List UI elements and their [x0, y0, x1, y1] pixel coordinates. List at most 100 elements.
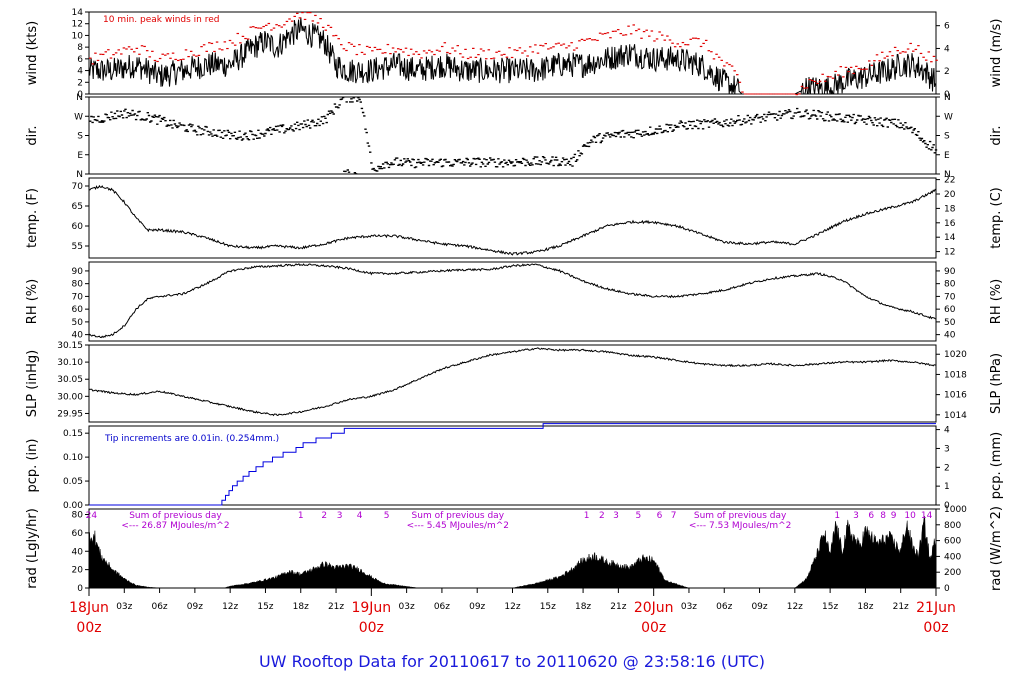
- peak-wind-mark: [484, 58, 488, 60]
- sunshine-hour-marker: 4: [357, 511, 363, 521]
- peak-wind-mark: [360, 51, 364, 54]
- peak-wind-mark: [692, 37, 695, 39]
- x-tick-label: 18z: [293, 602, 309, 612]
- panel-wind: [85, 11, 940, 96]
- peak-wind-mark: [598, 32, 602, 34]
- day-label-time: 00z: [359, 620, 384, 636]
- peak-wind-mark: [107, 49, 110, 51]
- peak-wind-mark: [352, 45, 356, 47]
- sunshine-hour-marker: 10: [904, 511, 916, 521]
- y-tick-label: 2: [77, 78, 83, 88]
- peak-wind-mark: [259, 27, 263, 29]
- peak-wind-mark: [927, 51, 931, 53]
- y2-tick-label: 70: [944, 292, 956, 302]
- peak-wind-mark: [174, 58, 177, 61]
- x-tick-label: 06z: [434, 602, 450, 612]
- y2-tick-label: 60: [944, 305, 956, 315]
- peak-wind-mark: [171, 52, 175, 54]
- peak-wind-mark: [386, 43, 390, 46]
- peak-wind-mark: [197, 54, 201, 57]
- peak-wind-mark: [795, 94, 799, 96]
- peak-wind-mark: [912, 50, 915, 52]
- peak-wind-mark: [176, 59, 180, 62]
- y-tick-label: 29.95: [57, 409, 83, 419]
- dir-series-dots: [89, 96, 938, 175]
- wind-series-line: [88, 17, 936, 95]
- peak-wind-mark: [355, 53, 359, 56]
- peak-wind-mark: [474, 56, 478, 58]
- peak-wind-mark: [497, 50, 501, 52]
- y2-tick-label: 2: [944, 67, 950, 77]
- peak-wind-mark: [407, 54, 410, 57]
- peak-wind-mark: [888, 51, 892, 53]
- y2-tick-label: 0: [944, 584, 950, 594]
- peak-wind-mark: [824, 80, 827, 82]
- peak-wind-mark: [875, 54, 879, 56]
- sunshine-hour-marker: 5: [384, 511, 390, 521]
- y-axis-label: SLP (inHg): [25, 350, 40, 418]
- panel-frame: [88, 344, 937, 423]
- peak-wind-mark: [195, 55, 198, 57]
- y2-tick-label: 50: [944, 318, 956, 328]
- peak-wind-mark: [896, 50, 899, 52]
- peak-wind-mark: [376, 48, 379, 51]
- sunshine-hour-marker: 5: [636, 511, 642, 521]
- peak-wind-mark: [151, 50, 154, 52]
- peak-wind-mark: [334, 34, 338, 37]
- peak-wind-mark: [906, 48, 910, 50]
- peak-wind-mark: [741, 91, 744, 93]
- peak-wind-mark: [847, 70, 850, 73]
- peak-wind-mark: [438, 50, 441, 52]
- peak-wind-mark: [500, 54, 504, 56]
- sunshine-hour-marker: 7: [671, 511, 677, 521]
- peak-wind-mark: [917, 45, 920, 47]
- peak-wind-mark: [655, 38, 659, 40]
- y-tick-label: 30.10: [57, 358, 83, 368]
- peak-wind-mark: [562, 43, 566, 45]
- peak-wind-mark: [451, 47, 454, 49]
- peak-wind-mark: [702, 42, 705, 45]
- y2-tick-label: 1016: [944, 391, 967, 401]
- y2-tick-label: 1000: [944, 505, 967, 515]
- peak-wind-mark: [120, 53, 123, 55]
- peak-wind-mark: [539, 44, 542, 46]
- peak-wind-mark: [138, 53, 141, 55]
- y-axis-label: RH (%): [25, 279, 40, 324]
- peak-wind-mark: [363, 53, 366, 55]
- peak-wind-mark: [663, 39, 667, 41]
- peak-wind-mark: [513, 49, 516, 51]
- y-tick-label: 14: [72, 8, 84, 18]
- sunshine-hour-marker: 6: [868, 511, 874, 521]
- peak-wind-mark: [738, 81, 742, 83]
- peak-wind-mark: [252, 26, 255, 28]
- y-axis-label: dir.: [25, 125, 40, 145]
- peak-wind-mark: [544, 43, 547, 45]
- peak-wind-mark: [99, 53, 102, 55]
- y-tick-label: 70: [72, 292, 84, 302]
- x-tick-label: 03z: [399, 602, 415, 612]
- peak-wind-mark: [893, 46, 897, 49]
- peak-wind-mark: [277, 25, 281, 27]
- temp-series-line: [88, 184, 937, 256]
- peak-wind-mark: [909, 42, 912, 45]
- y2-axis-label: SLP (hPa): [989, 353, 1004, 414]
- peak-wind-mark: [246, 38, 250, 40]
- y-tick-label: 55: [72, 242, 83, 252]
- peak-wind-mark: [831, 77, 835, 79]
- peak-wind-mark: [580, 38, 584, 41]
- peak-wind-mark: [324, 29, 328, 31]
- peak-wind-mark: [606, 32, 610, 34]
- peak-wind-mark: [505, 56, 509, 58]
- peak-wind-mark: [570, 42, 573, 44]
- peak-wind-mark: [135, 47, 139, 49]
- peak-wind-mark: [472, 47, 475, 49]
- y-tick-label: 40: [72, 547, 84, 557]
- peak-wind-mark: [132, 51, 136, 53]
- peak-wind-mark: [127, 46, 131, 48]
- peak-wind-mark: [593, 39, 597, 41]
- peak-wind-mark: [813, 80, 817, 83]
- peak-wind-mark: [575, 47, 579, 49]
- peak-wind-mark: [531, 51, 535, 53]
- peak-wind-mark: [306, 12, 309, 14]
- y2-tick-label: 6: [944, 22, 950, 32]
